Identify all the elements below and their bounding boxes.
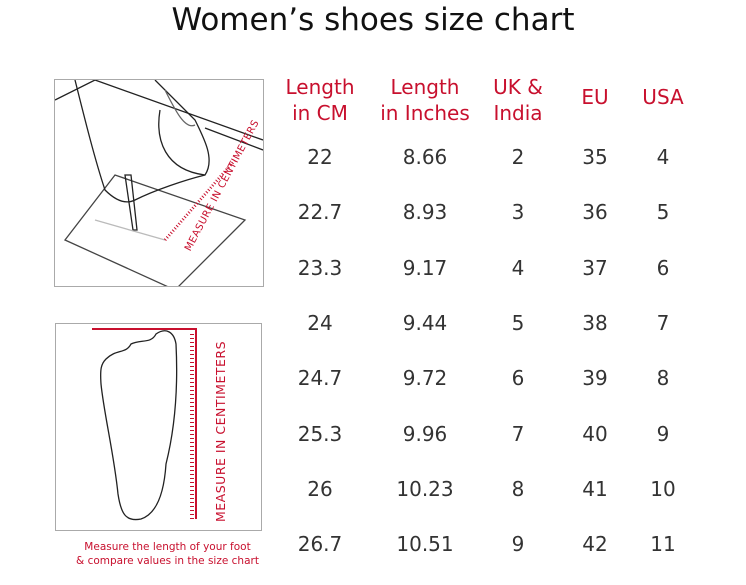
note-line-2: & compare values in the size chart	[76, 555, 259, 567]
table-cell: 25.3	[297, 421, 343, 446]
table-cell: 22	[307, 145, 333, 169]
column-header: EU	[581, 84, 608, 110]
column-header: Length in Inches	[380, 74, 470, 126]
table-cell: 9.44	[402, 310, 448, 335]
table-cell: 10	[650, 476, 676, 501]
table-cell: 9	[511, 532, 525, 557]
table-cell: 11	[650, 532, 676, 557]
table-cell: 8	[511, 476, 525, 501]
column-header-line: USA	[642, 85, 684, 109]
column-header: USA	[642, 84, 683, 110]
column-header-line: Length	[390, 75, 460, 99]
table-cell: 24.7	[297, 366, 343, 391]
column-header-line: EU	[581, 85, 609, 109]
table-cell: 7	[656, 310, 670, 335]
table-cell: 10.51	[396, 532, 454, 557]
column-header-line: UK &	[493, 75, 543, 99]
table-cell: 37	[582, 255, 608, 280]
table-cell: 42	[582, 532, 608, 557]
table-cell: 40	[582, 421, 608, 446]
column-header: UK & India	[493, 74, 543, 126]
table-cell: 8	[656, 366, 670, 391]
table-cell: 3	[511, 200, 525, 225]
table-cell: 9.17	[402, 255, 448, 280]
table-cell: 10.23	[396, 476, 454, 501]
table-cell: 6	[511, 366, 525, 391]
measure-label-bottom: MEASURE IN CENTIMETERS	[213, 340, 228, 522]
table-cell: 26.7	[297, 532, 343, 557]
column-header: Length in CM	[286, 74, 355, 126]
foot-outline-illustration: MEASURE IN CENTIMETERS	[55, 323, 262, 531]
table-cell: 5	[511, 310, 525, 335]
table-cell: 35	[582, 145, 608, 169]
table-cell: 26	[307, 476, 333, 501]
note-line-1: Measure the length of your foot	[84, 541, 251, 553]
table-cell: 38	[582, 310, 608, 335]
foot-measuring-illustration: MEASURE IN CENTIMETERS	[54, 79, 264, 291]
table-cell: 39	[582, 366, 608, 391]
table-cell: 22.7	[297, 200, 343, 225]
table-cell: 4	[656, 145, 670, 169]
table-cell: 24	[307, 310, 333, 335]
table-cell: 2	[511, 145, 525, 169]
table-cell: 41	[582, 476, 608, 501]
table-cell: 4	[511, 255, 525, 280]
table-cell: 36	[582, 200, 608, 225]
table-cell: 9	[656, 421, 670, 446]
table-cell: 5	[656, 200, 670, 225]
column-header-line: in CM	[292, 101, 348, 125]
table-cell: 9.72	[402, 366, 448, 391]
page-title: Women’s shoes size chart	[171, 2, 575, 38]
table-cell: 8.66	[402, 145, 448, 169]
column-header-line: in Inches	[380, 101, 470, 125]
table-cell: 8.93	[402, 200, 448, 225]
table-cell: 6	[656, 255, 670, 280]
table-cell: 7	[511, 421, 525, 446]
table-cell: 23.3	[297, 255, 343, 280]
column-header-line: India	[493, 101, 543, 125]
measure-note: Measure the length of your foot & compar…	[55, 540, 280, 568]
table-cell: 9.96	[402, 421, 448, 446]
column-header-line: Length	[285, 75, 355, 99]
